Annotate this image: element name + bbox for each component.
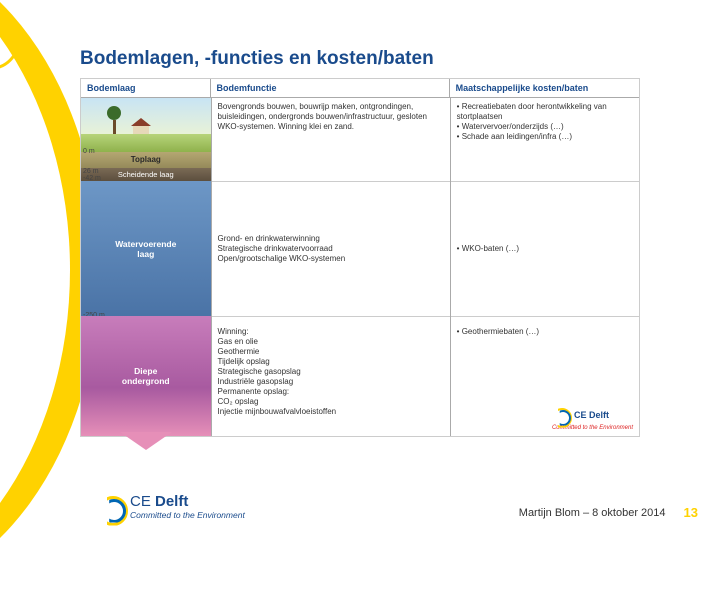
function-deep-text: Winning: Gas en olie Geothermie Tijdelij… (218, 327, 337, 417)
inline-logo: CE Delft Committed to the Environment (552, 391, 633, 433)
soil-diagram: Bodemlaag Bodemfunctie Maatschappelijke … (80, 78, 640, 437)
ce-delft-logo-icon (98, 497, 124, 517)
col-header-costs-benefits: Maatschappelijke kosten/baten (450, 79, 639, 97)
inline-logo-text: CE Delft (574, 410, 609, 421)
kb-deep: • Geothermiebaten (…) CE Delft Committed… (451, 316, 639, 436)
depth-marks: 0 m (83, 148, 95, 157)
depth-26: 26 m (83, 168, 101, 175)
function-water: Grond- en drinkwaterwinning Strategische… (212, 181, 450, 316)
function-water-text: Grond- en drinkwaterwinning Strategische… (218, 234, 346, 264)
kb-top-text: • Recreatiebaten door herontwikkeling va… (457, 102, 607, 141)
arrow-down-icon (120, 432, 172, 450)
layer-watervoerende: Watervoerende laag (81, 181, 211, 316)
layer-toplaag: Toplaag (81, 152, 211, 168)
layer-surface-illustration: 0 m (81, 98, 211, 152)
ce-delft-logo-icon (552, 409, 570, 423)
author-date: Martijn Blom – 8 oktober 2014 (519, 507, 666, 519)
slide-content: Bodemlagen, -functies en kosten/baten Bo… (80, 48, 690, 437)
footer-right: Martijn Blom – 8 oktober 2014 13 (519, 505, 698, 520)
kb-water: • WKO-baten (…) (451, 181, 639, 316)
diagram-body: 0 m Toplaag Scheidende laag 26 m -42 m W… (81, 98, 639, 436)
page-number: 13 (684, 505, 698, 520)
col-header-layer: Bodemlaag (81, 79, 211, 97)
layer-diepe-label: Diepe ondergrond (122, 366, 170, 386)
function-deep: Winning: Gas en olie Geothermie Tijdelij… (212, 316, 450, 436)
col-header-function: Bodemfunctie (211, 79, 450, 97)
kb-water-text: • WKO-baten (…) (457, 244, 519, 254)
layer-watervoerende-label: Watervoerende laag (115, 239, 176, 259)
depth-0: 0 m (83, 148, 95, 155)
footer-brand-name: CE Delft (130, 493, 245, 510)
kb-deep-text: • Geothermiebaten (…) (457, 327, 539, 337)
function-column: Bovengronds bouwen, bouwrijp maken, ontg… (211, 98, 450, 436)
footer-logo: CE Delft Committed to the Environment (98, 493, 245, 520)
footer-brand-tagline: Committed to the Environment (130, 510, 245, 520)
layer-column: 0 m Toplaag Scheidende laag 26 m -42 m W… (81, 98, 211, 436)
function-top: Bovengronds bouwen, bouwrijp maken, ontg… (212, 98, 450, 181)
house-icon (131, 118, 151, 134)
tree-icon (107, 106, 121, 132)
slide-title: Bodemlagen, -functies en kosten/baten (80, 48, 690, 70)
slide-footer: CE Delft Committed to the Environment Ma… (98, 493, 698, 520)
kb-top: • Recreatiebaten door herontwikkeling va… (451, 98, 639, 181)
diagram-header: Bodemlaag Bodemfunctie Maatschappelijke … (81, 79, 639, 98)
depth-42: -42 m (83, 175, 101, 182)
layer-diepe: Diepe ondergrond (81, 316, 211, 436)
kb-column: • Recreatiebaten door herontwikkeling va… (450, 98, 639, 436)
